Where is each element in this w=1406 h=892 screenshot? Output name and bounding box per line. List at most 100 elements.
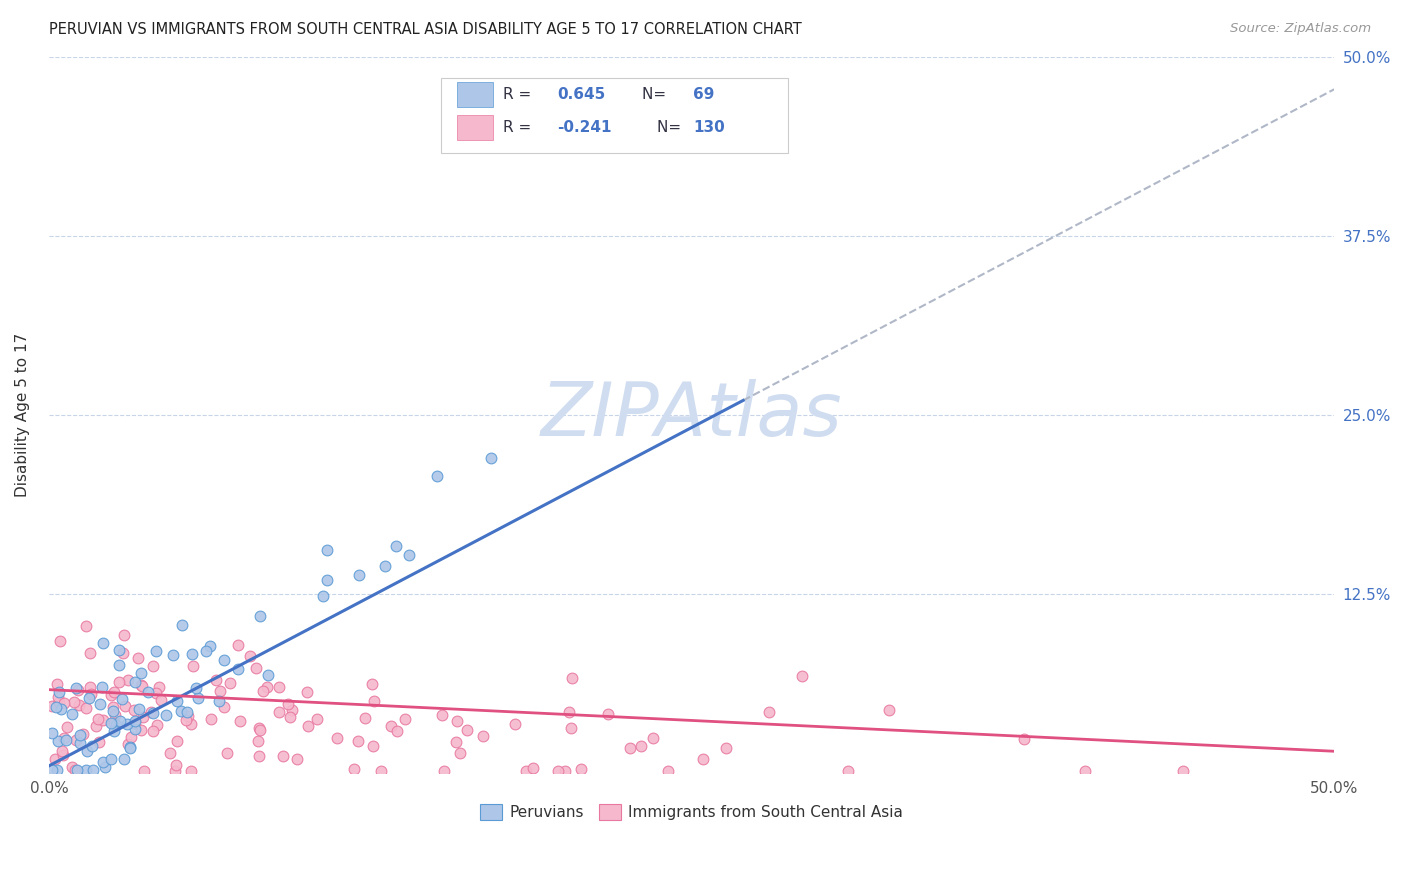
- Point: [75, 763, 97, 777]
- Point: [124, 714, 146, 728]
- Text: R =: R =: [503, 120, 536, 135]
- Point: [46, 690, 69, 704]
- Point: [72, 727, 94, 741]
- Point: [128, 701, 150, 715]
- Y-axis label: Disability Age 5 to 17: Disability Age 5 to 17: [15, 333, 30, 497]
- Point: [305, 712, 328, 726]
- Text: N=: N=: [641, 87, 671, 102]
- Point: [136, 685, 159, 699]
- Point: [94, 759, 117, 773]
- Point: [554, 764, 576, 779]
- Point: [145, 643, 167, 657]
- Point: [103, 700, 125, 714]
- Point: [316, 573, 339, 587]
- Point: [41, 763, 63, 777]
- Point: [343, 762, 366, 776]
- Point: [159, 747, 181, 761]
- Point: [91, 636, 114, 650]
- Point: [267, 681, 290, 695]
- Point: [65, 681, 87, 695]
- Point: [75, 619, 97, 633]
- Text: Source: ZipAtlas.com: Source: ZipAtlas.com: [1230, 22, 1371, 36]
- Point: [91, 713, 114, 727]
- Point: [267, 706, 290, 720]
- Point: [503, 717, 526, 731]
- Point: [208, 683, 231, 698]
- Point: [51, 744, 73, 758]
- Point: [131, 678, 153, 692]
- Point: [374, 559, 396, 574]
- Point: [444, 735, 467, 749]
- Point: [62, 706, 84, 721]
- Point: [181, 659, 204, 673]
- Point: [65, 733, 87, 747]
- Point: [69, 728, 91, 742]
- Point: [48, 685, 70, 699]
- Point: [387, 723, 409, 738]
- Point: [245, 661, 267, 675]
- Point: [430, 707, 453, 722]
- Point: [181, 647, 204, 661]
- Text: PERUVIAN VS IMMIGRANTS FROM SOUTH CENTRAL ASIA DISABILITY AGE 5 TO 17 CORRELATIO: PERUVIAN VS IMMIGRANTS FROM SOUTH CENTRA…: [49, 22, 801, 37]
- Point: [89, 697, 111, 711]
- Text: -0.241: -0.241: [557, 120, 612, 135]
- Point: [174, 713, 197, 727]
- Point: [226, 638, 249, 652]
- Point: [472, 729, 495, 743]
- Point: [79, 646, 101, 660]
- Point: [131, 679, 153, 693]
- Point: [66, 683, 89, 698]
- Point: [145, 686, 167, 700]
- Point: [446, 714, 468, 728]
- Point: [163, 764, 186, 779]
- Point: [449, 746, 471, 760]
- Point: [522, 761, 544, 775]
- Point: [208, 694, 231, 708]
- Point: [312, 589, 335, 603]
- Point: [249, 723, 271, 737]
- Point: [104, 707, 127, 722]
- Point: [252, 684, 274, 698]
- Point: [278, 710, 301, 724]
- Text: R =: R =: [503, 87, 536, 102]
- Point: [48, 634, 70, 648]
- Point: [118, 740, 141, 755]
- Point: [247, 721, 270, 735]
- Point: [226, 662, 249, 676]
- Point: [630, 739, 652, 753]
- Point: [790, 669, 813, 683]
- Point: [108, 643, 131, 657]
- Point: [100, 715, 122, 730]
- Point: [49, 702, 72, 716]
- Point: [212, 699, 235, 714]
- Point: [187, 691, 209, 706]
- Point: [114, 699, 136, 714]
- Point: [55, 733, 77, 747]
- Point: [166, 693, 188, 707]
- Point: [52, 748, 75, 763]
- Point: [79, 681, 101, 695]
- Point: [479, 451, 502, 466]
- Point: [77, 691, 100, 706]
- Point: [239, 648, 262, 663]
- Point: [129, 723, 152, 737]
- Point: [67, 698, 90, 712]
- Point: [1074, 764, 1097, 779]
- Point: [134, 764, 156, 779]
- Point: [547, 764, 569, 779]
- Point: [247, 748, 270, 763]
- Point: [370, 764, 392, 779]
- Point: [62, 695, 84, 709]
- Point: [297, 684, 319, 698]
- Point: [108, 657, 131, 672]
- Point: [142, 659, 165, 673]
- Point: [103, 715, 125, 730]
- Point: [219, 675, 242, 690]
- Point: [619, 740, 641, 755]
- Point: [87, 734, 110, 748]
- Point: [1171, 764, 1194, 779]
- Point: [214, 653, 236, 667]
- Point: [347, 567, 370, 582]
- Point: [385, 540, 408, 554]
- Point: [117, 738, 139, 752]
